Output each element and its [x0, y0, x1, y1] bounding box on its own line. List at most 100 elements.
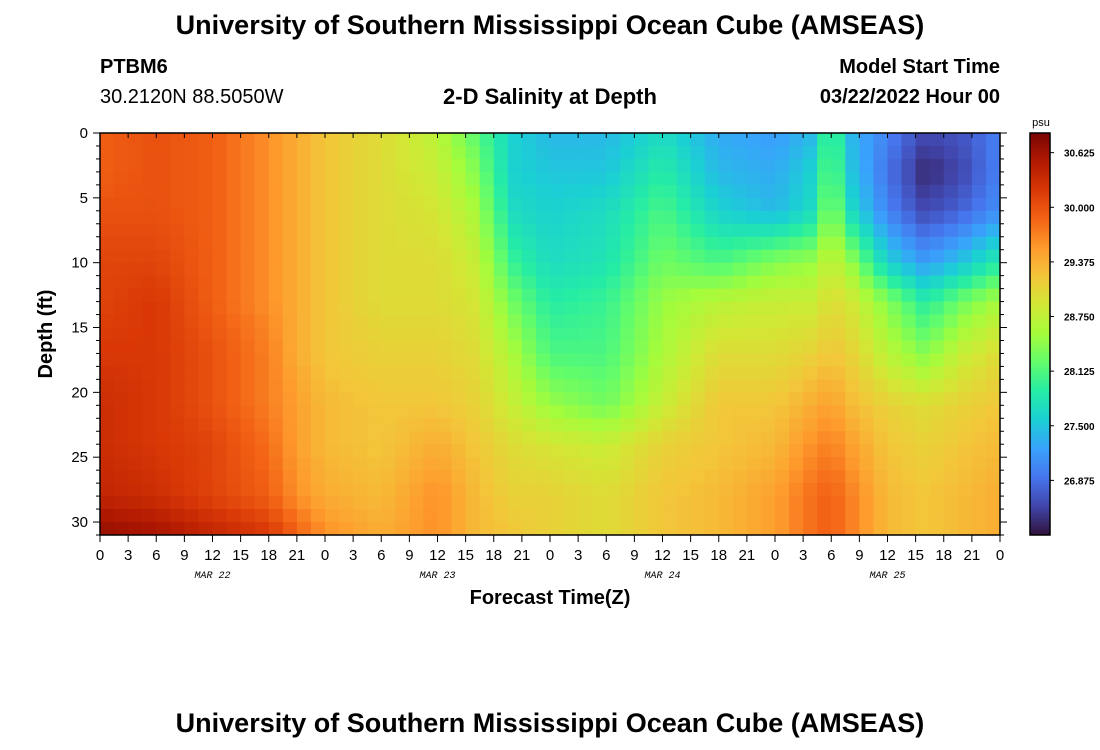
heatmap-cell [817, 275, 832, 290]
heatmap-cell [521, 275, 537, 290]
heatmap-cell [367, 366, 382, 380]
x-tick-label: 6 [827, 547, 835, 564]
heatmap-cell [325, 145, 340, 160]
heatmap-cell [775, 197, 790, 212]
heatmap-cell [465, 470, 481, 484]
heatmap-cell [648, 340, 664, 355]
heatmap-cell [423, 522, 439, 535]
heatmap-cell [578, 418, 593, 432]
heatmap-cell [620, 184, 635, 199]
heatmap-cell [929, 483, 945, 497]
heatmap-cell [690, 496, 706, 510]
heatmap-cell [817, 314, 832, 329]
x-tick-label: 9 [855, 547, 863, 564]
heatmap-cell [831, 431, 846, 445]
heatmap-cell [634, 327, 650, 342]
heatmap-cell [929, 171, 945, 186]
heatmap-cell [789, 353, 804, 368]
heatmap-cell [128, 327, 143, 342]
heatmap-cell [915, 197, 931, 212]
heatmap-cell [423, 496, 439, 510]
heatmap-cell [943, 366, 959, 380]
heatmap-cell [760, 145, 776, 160]
heatmap-cell [943, 210, 959, 225]
heatmap-cell [985, 405, 1000, 419]
heatmap-cell [451, 158, 467, 173]
heatmap-cell [690, 418, 706, 432]
heatmap-cell [789, 184, 804, 199]
heatmap-cell [198, 457, 214, 471]
heatmap-cell [198, 353, 214, 368]
heatmap-cell [325, 483, 340, 497]
heatmap-cell [451, 353, 467, 368]
heatmap-cell [957, 210, 973, 225]
heatmap-cell [451, 133, 467, 147]
heatmap-cell [789, 236, 804, 251]
heatmap-cell [296, 327, 312, 342]
heatmap-cell [578, 392, 593, 406]
heatmap-cell [184, 158, 200, 173]
heatmap-cell [409, 301, 425, 316]
heatmap-cell [578, 444, 593, 458]
heatmap-cell [465, 236, 481, 251]
heatmap-cell [873, 418, 889, 432]
heatmap-cell [325, 353, 340, 368]
heatmap-cell [971, 262, 987, 277]
heatmap-cell [690, 145, 706, 160]
heatmap-cell [507, 133, 523, 147]
heatmap-cell [184, 210, 200, 225]
heatmap-cell [845, 197, 860, 212]
heatmap-cell [732, 223, 748, 238]
heatmap-cell [606, 405, 621, 419]
heatmap-cell [775, 353, 790, 368]
heatmap-cell [437, 210, 453, 225]
heatmap-cell [212, 353, 228, 368]
heatmap-cell [535, 145, 551, 160]
heatmap-cell [142, 249, 157, 264]
heatmap-cell [859, 145, 875, 160]
heatmap-cell [240, 301, 256, 316]
heatmap-cell [479, 392, 495, 406]
heatmap-cell [465, 444, 481, 458]
heatmap-cell [957, 392, 973, 406]
heatmap-cell [915, 223, 931, 238]
heatmap-cell [282, 340, 298, 355]
heatmap-cell [367, 262, 382, 277]
x-tick-label: 3 [349, 547, 357, 564]
heatmap-cell [437, 392, 453, 406]
heatmap-cell [592, 353, 607, 368]
heatmap-cell [789, 418, 804, 432]
heatmap-cell [254, 418, 270, 432]
heatmap-cell [592, 405, 607, 419]
heatmap-cell [985, 379, 1000, 393]
heatmap-cell [339, 301, 354, 316]
heatmap-cell [198, 210, 214, 225]
heatmap-cell [254, 171, 270, 186]
heatmap-cell [775, 158, 790, 173]
heatmap-cell [915, 379, 931, 393]
heatmap-cell [282, 496, 298, 510]
heatmap-cell [718, 379, 734, 393]
heatmap-cell [240, 418, 256, 432]
heatmap-cell [268, 301, 284, 316]
heatmap-cell [887, 171, 903, 186]
heatmap-cell [437, 288, 453, 303]
heatmap-cell [789, 522, 804, 535]
heatmap-cell [901, 470, 917, 484]
heatmap-cell [100, 483, 115, 497]
heatmap-cell [437, 327, 453, 342]
heatmap-cell [901, 483, 917, 497]
heatmap-cell [971, 366, 987, 380]
heatmap-cell [550, 288, 565, 303]
heatmap-cell [479, 444, 495, 458]
heatmap-cell [746, 366, 762, 380]
heatmap-cell [198, 392, 214, 406]
heatmap-cell [128, 223, 143, 238]
heatmap-cell [662, 171, 678, 186]
heatmap-cell [620, 249, 635, 264]
heatmap-cell [184, 197, 200, 212]
heatmap-cell [704, 509, 720, 523]
heatmap-cell [775, 262, 790, 277]
heatmap-cell [606, 236, 621, 251]
heatmap-cell [732, 314, 748, 329]
